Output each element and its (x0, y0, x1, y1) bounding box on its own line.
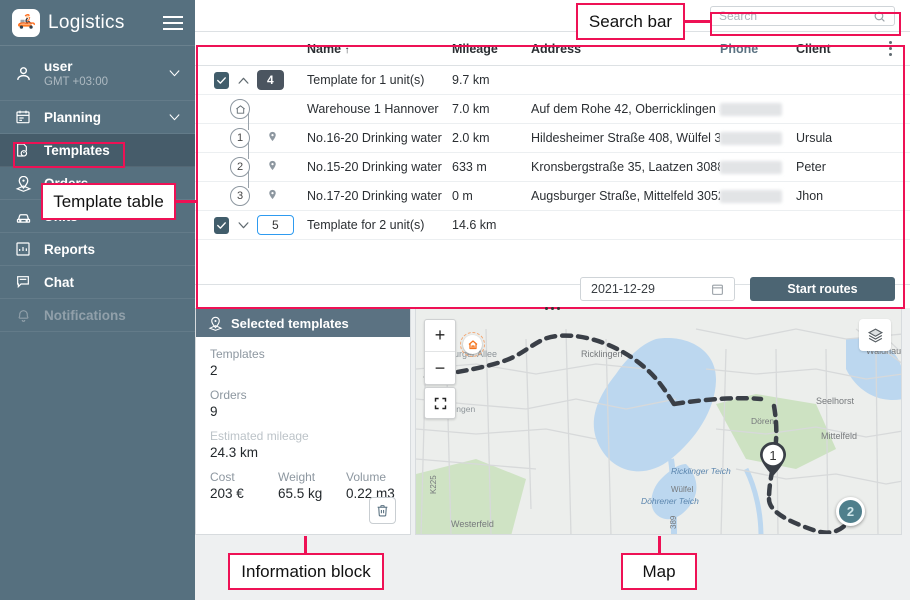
svg-text:K225: K225 (429, 475, 438, 494)
svg-text:Ricklinger Teich: Ricklinger Teich (671, 466, 731, 476)
svg-text:Seelhorst: Seelhorst (816, 396, 855, 406)
svg-text:Döhrener Teich: Döhrener Teich (641, 496, 699, 506)
svg-text:Westerfeld: Westerfeld (451, 519, 494, 529)
svg-text:389: 389 (669, 515, 678, 529)
svg-text:Mittelfeld: Mittelfeld (821, 431, 857, 441)
svg-text:Dören: Dören (751, 416, 774, 426)
svg-text:Wülfel: Wülfel (671, 485, 693, 494)
svg-text:1: 1 (769, 448, 776, 463)
